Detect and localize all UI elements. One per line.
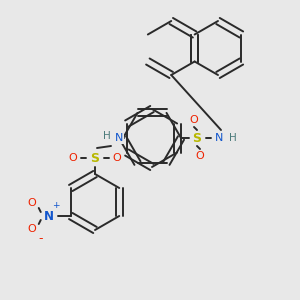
Text: N: N (215, 133, 223, 143)
Text: O: O (112, 153, 122, 163)
Text: H: H (103, 131, 111, 141)
Text: S: S (193, 131, 202, 145)
Text: H: H (229, 133, 237, 143)
Text: O: O (196, 151, 204, 161)
Text: -: - (38, 232, 43, 245)
Text: N: N (44, 209, 54, 223)
Text: O: O (190, 115, 198, 125)
Text: O: O (27, 224, 36, 234)
Text: N: N (115, 133, 123, 143)
Text: O: O (27, 198, 36, 208)
Text: O: O (69, 153, 77, 163)
Text: +: + (52, 202, 59, 211)
Text: S: S (91, 152, 100, 164)
